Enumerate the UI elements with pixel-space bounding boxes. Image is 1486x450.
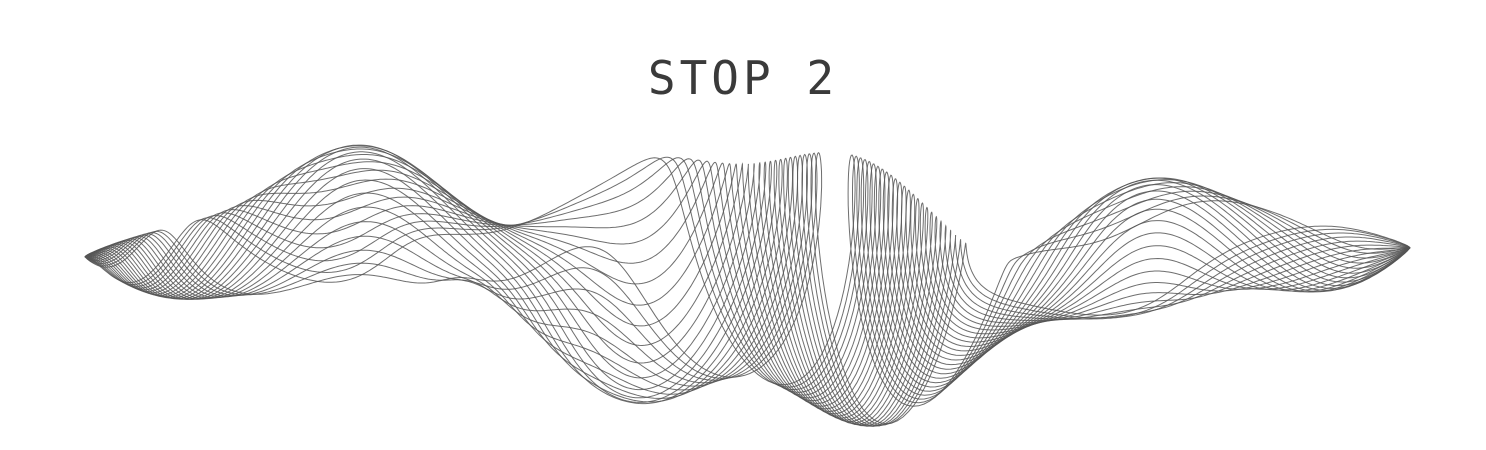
wave-strand <box>84 163 1411 407</box>
wave-strand <box>84 160 1411 399</box>
wave-strand <box>84 148 1411 415</box>
wave-strand <box>84 157 1411 426</box>
wave-strand <box>84 144 1411 419</box>
wave-strand <box>84 161 1411 410</box>
wave-strand <box>84 159 1411 396</box>
wave-strand <box>84 162 1411 405</box>
wave-strand <box>84 153 1411 427</box>
wave-strand <box>84 158 1411 424</box>
wave-strand <box>84 154 1411 427</box>
wave-strand <box>84 145 1411 417</box>
wave-strand <box>84 151 1411 423</box>
wave-strand <box>84 158 1411 425</box>
wave-strand <box>84 154 1411 407</box>
wave-strand <box>84 146 1411 421</box>
wave-strand <box>85 157 1411 400</box>
wave-strand <box>84 155 1411 427</box>
wave-strand <box>84 152 1411 426</box>
page-title: STOP 2 <box>647 51 839 105</box>
wave-strand <box>84 155 1411 404</box>
wave-strand <box>84 158 1411 396</box>
wave-strand <box>84 154 1411 413</box>
